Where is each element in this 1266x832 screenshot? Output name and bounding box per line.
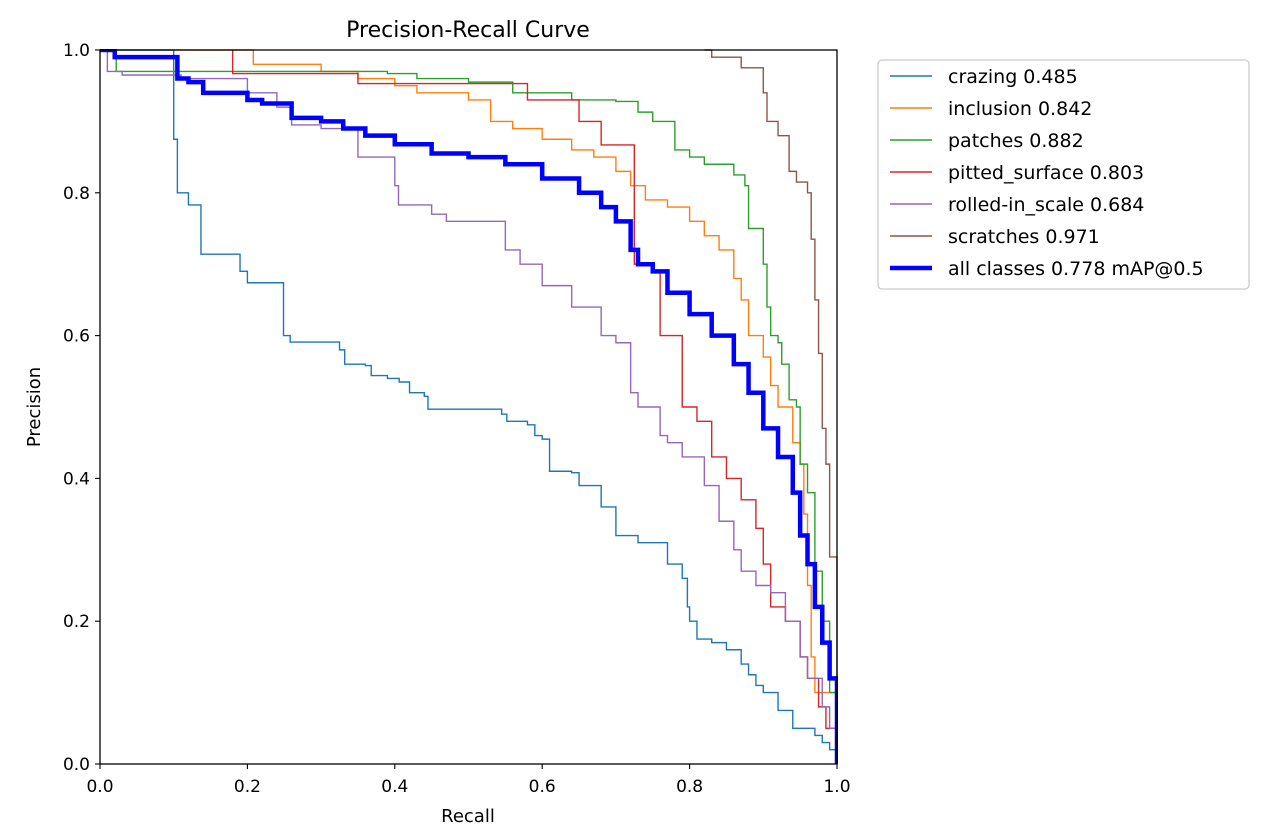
chart-title: Precision-Recall Curve (346, 18, 590, 43)
x-tick-label: 0.2 (234, 777, 261, 797)
series-line-patches (100, 49, 838, 764)
axes-frame (99, 49, 838, 765)
x-tick-label: 0.4 (381, 777, 408, 797)
series-line-all (100, 49, 838, 764)
series-line-rolled-in-scale (100, 49, 838, 764)
x-axis-label: Recall (441, 806, 495, 827)
legend: crazing 0.485 inclusion 0.842 patches 0.88… (877, 59, 1250, 290)
x-tick-label: 1.0 (823, 777, 850, 797)
y-tick-label: 0.6 (63, 327, 90, 347)
legend-label-patches: patches 0.882 (948, 130, 1084, 152)
legend-label-scratches: scratches 0.971 (948, 226, 1100, 248)
x-tick-label: 0.0 (86, 777, 113, 797)
series-line-crazing (100, 49, 838, 764)
y-tick-label: 0.2 (63, 612, 90, 632)
series-layer (100, 49, 838, 764)
x-tick-label: 0.8 (676, 777, 703, 797)
y-tick-label: 0.8 (63, 184, 90, 204)
y-axis-label: Precision (24, 367, 45, 447)
x-tick-label: 0.6 (529, 777, 556, 797)
legend-label-rolled-in-scale: rolled-in_scale 0.684 (948, 194, 1144, 216)
x-axis: 0.0 0.2 0.4 0.6 0.8 1.0 (86, 764, 851, 797)
legend-box (877, 59, 1250, 290)
plot-area (99, 49, 838, 765)
y-axis: 0.0 0.2 0.4 0.6 0.8 1.0 (63, 41, 100, 775)
legend-label-all: all classes 0.778 mAP@0.5 (948, 258, 1204, 280)
y-tick-label: 0.4 (63, 469, 90, 489)
series-line-scratches (704, 49, 838, 764)
legend-label-pitted-surface: pitted_surface 0.803 (948, 162, 1144, 184)
y-tick-label: 1.0 (63, 41, 90, 61)
y-tick-label: 0.0 (63, 755, 90, 775)
legend-label-crazing: crazing 0.485 (948, 66, 1078, 88)
legend-label-inclusion: inclusion 0.842 (948, 98, 1092, 120)
